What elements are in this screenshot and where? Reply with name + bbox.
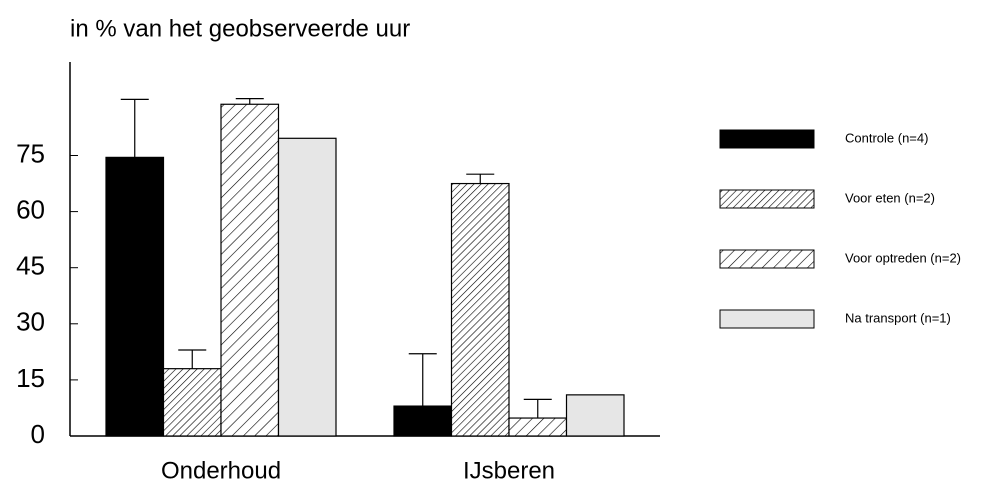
y-tick-label: 15 — [16, 363, 45, 393]
legend-swatch — [719, 189, 815, 209]
bar — [277, 137, 337, 437]
bar — [508, 417, 568, 437]
legend-label: Controle (n=4) — [845, 130, 928, 145]
bar — [162, 368, 222, 437]
bar — [565, 394, 625, 437]
y-tick-label: 30 — [16, 307, 45, 337]
y-tick-label: 0 — [31, 419, 45, 449]
y-tick-label: 45 — [16, 251, 45, 281]
legend-label: Voor optreden (n=2) — [845, 250, 961, 265]
bar — [105, 156, 165, 437]
bar — [393, 405, 453, 437]
legend-swatch — [719, 309, 815, 329]
x-tick-label: Onderhoud — [161, 457, 281, 484]
y-tick-label: 60 — [16, 194, 45, 224]
legend-swatch — [719, 249, 815, 269]
legend-swatch — [719, 129, 815, 149]
legend-label: Voor eten (n=2) — [845, 190, 935, 205]
bar — [450, 182, 510, 437]
legend-label: Na transport (n=1) — [845, 310, 951, 325]
y-tick-label: 75 — [16, 138, 45, 168]
bar — [220, 103, 280, 437]
chart-title: in % van het geobserveerde uur — [70, 15, 410, 42]
x-tick-label: IJsberen — [463, 457, 555, 484]
